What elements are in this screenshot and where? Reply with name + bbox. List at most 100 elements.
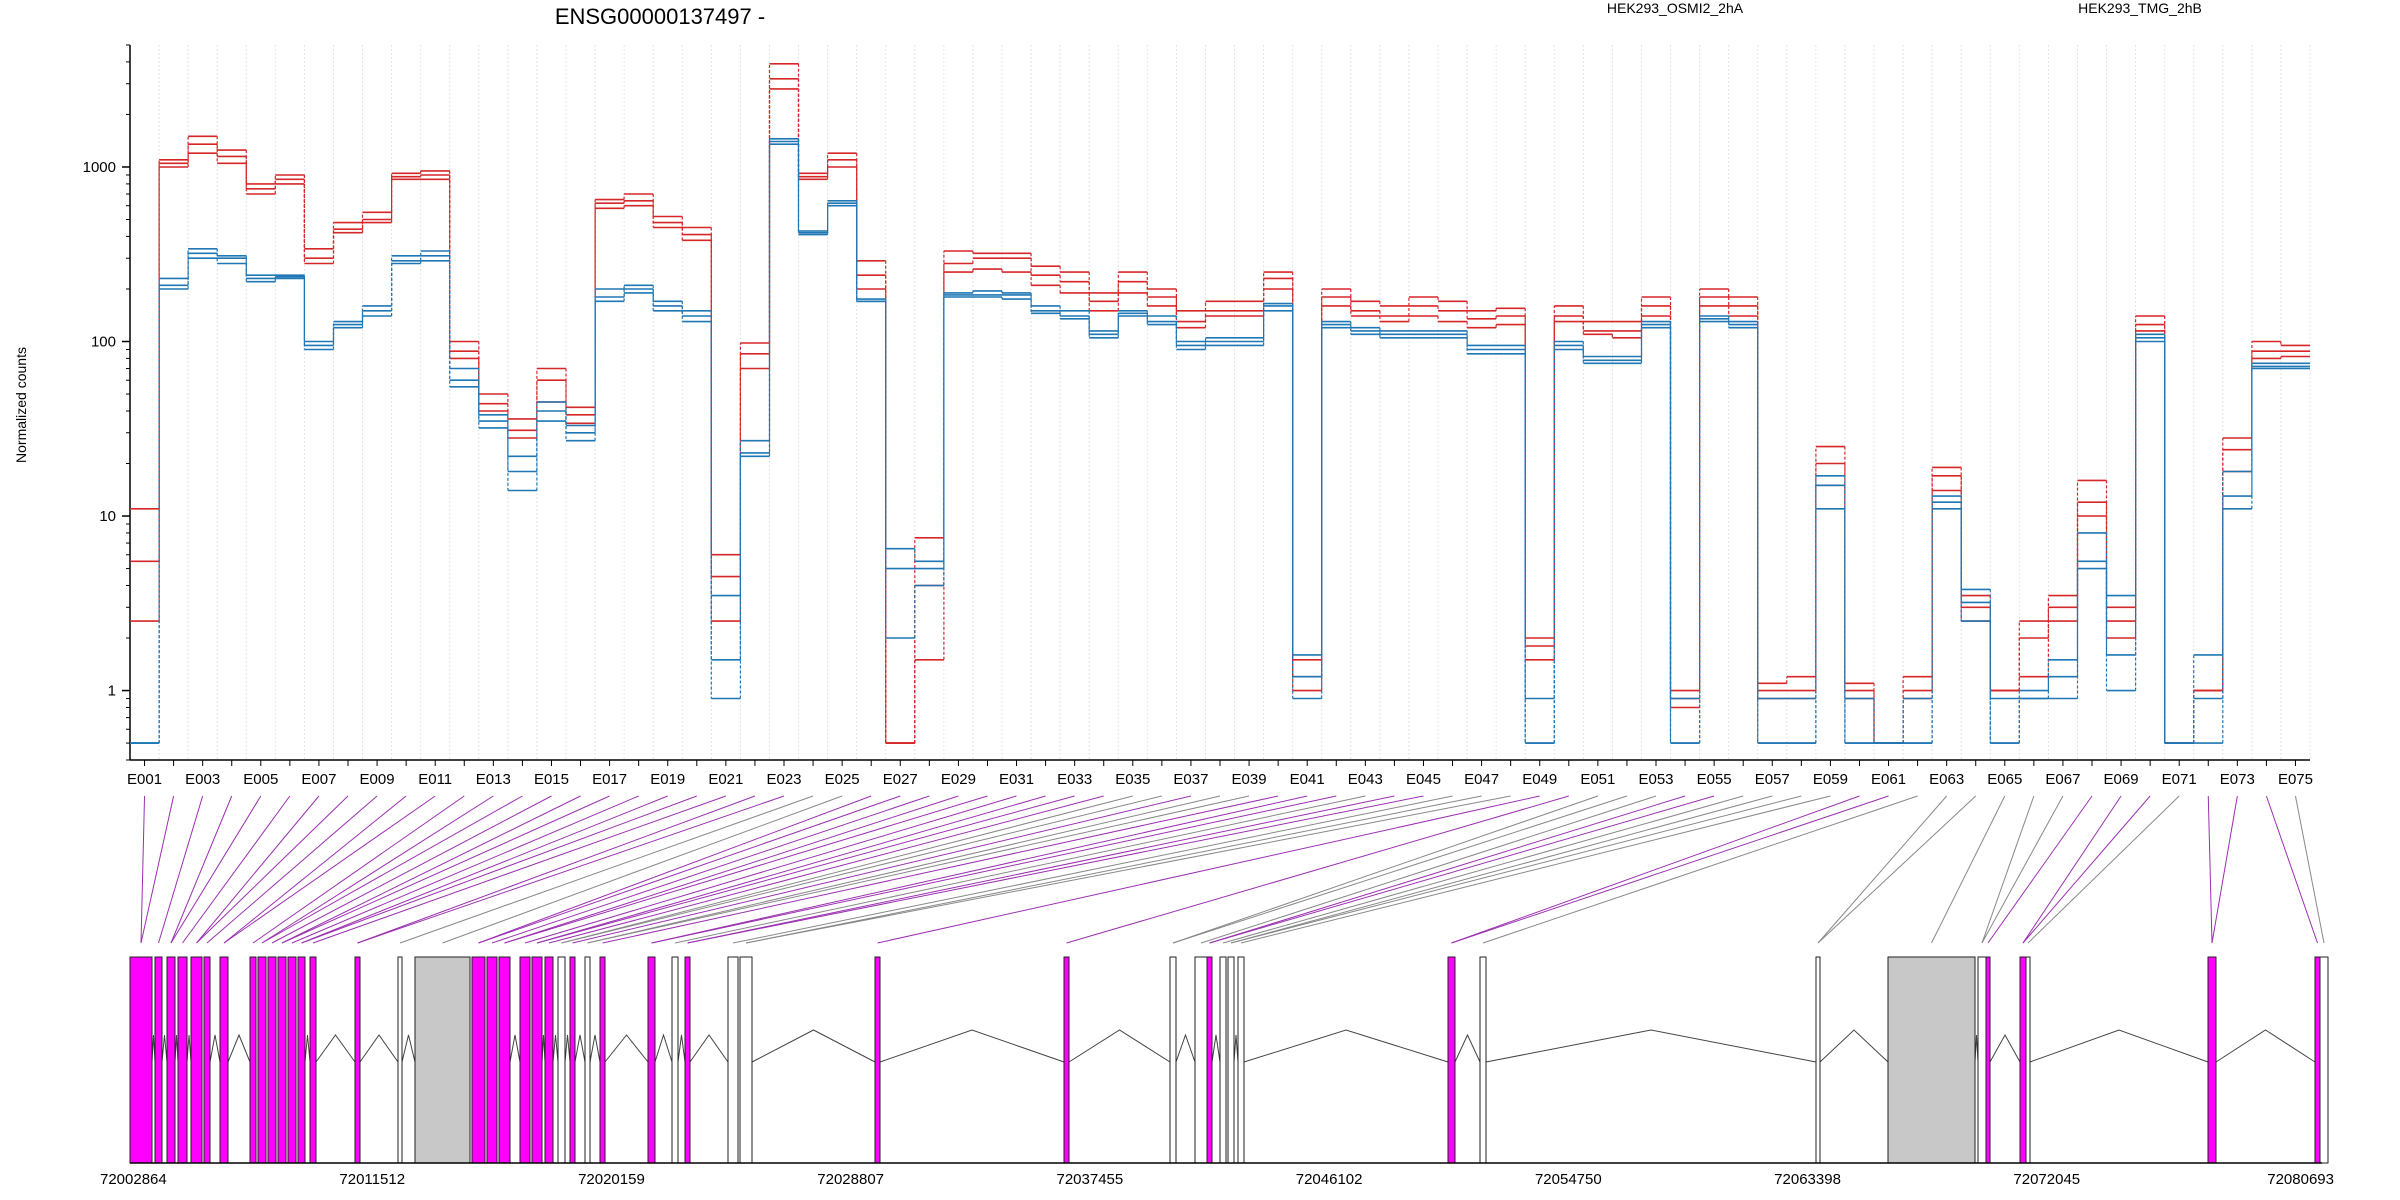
exon-block: [671, 956, 679, 1164]
exon-connector: [271, 795, 552, 944]
exon-connector: [357, 795, 756, 944]
x-axis: E001 E003 E005 E007 E009 E011 E013 E015 E017 E019…: [127, 759, 2313, 788]
exon-block: [287, 956, 297, 1164]
exon-connector: [1209, 795, 1686, 944]
exon-connector: [196, 795, 320, 944]
genomic-tick-label: 72002864: [100, 1171, 167, 1188]
intron-line: [589, 1034, 601, 1063]
x-tick-label: E059: [1813, 771, 1848, 788]
exon-block: [297, 956, 306, 1164]
x-tick-label: E069: [2104, 771, 2139, 788]
exon-block: [584, 956, 591, 1164]
exon-connector: [158, 795, 204, 944]
exon-connector: [170, 795, 262, 944]
y-tick-label: 100: [91, 334, 116, 351]
exon-block: [2207, 956, 2217, 1164]
intron-line: [509, 1034, 521, 1063]
exon-connector: [2022, 795, 2122, 944]
x-tick-label: E055: [1697, 771, 1732, 788]
exon-connector: [1066, 795, 1569, 944]
series-transition: [158, 63, 2282, 744]
series-line: [130, 78, 2310, 744]
intron-line: [604, 1034, 649, 1063]
exon-connector: [548, 795, 1104, 944]
intron-line: [677, 1034, 686, 1063]
exon-connector: [206, 795, 378, 944]
exon-block: [1169, 956, 1177, 1164]
genomic-tick-label: 72011512: [339, 1171, 405, 1188]
genomic-tick-label: 72054750: [1535, 1171, 1602, 1188]
exon-connector: [651, 795, 1308, 944]
exon-block: [129, 956, 153, 1164]
exon-connector: [1172, 795, 1599, 944]
x-tick-label: E057: [1755, 771, 1790, 788]
exon-block: [2314, 956, 2321, 1164]
intron-line: [1454, 1033, 1481, 1063]
x-tick-label: E027: [883, 771, 918, 788]
x-tick-label: E031: [999, 771, 1034, 788]
x-tick-label: E043: [1348, 771, 1383, 788]
intron-line: [1819, 1029, 1889, 1063]
exon-block: [1887, 956, 1976, 1164]
series-line: [130, 143, 2310, 744]
x-tick-label: E009: [360, 771, 395, 788]
y-axis: 1 10 100 1000: [83, 44, 131, 761]
exon-connector: [1200, 795, 1657, 944]
x-tick-label: E023: [766, 771, 801, 788]
exon-block: [267, 956, 277, 1164]
exon-connector: [651, 795, 1337, 944]
exon-block: [647, 956, 656, 1164]
chart-title: ENSG00000137497 -: [555, 4, 765, 29]
exon-connector: [602, 795, 1279, 944]
exon-block: [486, 956, 498, 1164]
series-line: [130, 63, 2310, 744]
series-transition: [158, 88, 2282, 744]
exon-block: [471, 956, 486, 1164]
exon-block: [519, 956, 531, 1164]
exon-connector: [2022, 795, 2151, 944]
genomic-coordinate-axis: 72002864 72011512 72020159 72028807 72037455…: [100, 1162, 2334, 1188]
x-tick-label: E039: [1232, 771, 1267, 788]
exon-block: [557, 956, 566, 1164]
exon-block: [1447, 956, 1456, 1164]
exon-block: [739, 956, 753, 1164]
exon-connector: [140, 795, 175, 944]
exon-connector: [561, 795, 1133, 944]
intron-line: [1068, 1029, 1171, 1063]
exon-connector: [2207, 795, 2213, 944]
exon-connector: [2294, 795, 2325, 944]
exon-block: [154, 956, 163, 1164]
exon-block: [1977, 956, 1987, 1164]
y-tick-label: 1000: [83, 159, 116, 176]
exon-block: [203, 956, 211, 1164]
legend-label-osmi2[interactable]: HEK293_OSMI2_2hA: [1607, 0, 1744, 16]
exon-connector: [261, 795, 523, 944]
x-tick-label: E013: [476, 771, 511, 788]
exon-block: [569, 956, 576, 1164]
exon-connector: [1230, 795, 1773, 944]
x-tick-label: E035: [1115, 771, 1150, 788]
x-tick-label: E047: [1464, 771, 1499, 788]
legend-label-tmg[interactable]: HEK293_TMG_2hB: [2078, 0, 2202, 16]
x-tick-label: E049: [1522, 771, 1557, 788]
exon-connector: [1987, 795, 2093, 944]
series-lines: [130, 63, 2310, 744]
intron-line: [1175, 1033, 1196, 1063]
exon-connector: [301, 795, 697, 944]
exon-connector: [1482, 795, 1918, 944]
x-tick-label: E005: [243, 771, 278, 788]
intron-line: [1989, 1033, 2021, 1063]
intron-line: [1485, 1029, 1817, 1063]
exon-connector: [196, 795, 349, 944]
intron-line: [689, 1034, 729, 1063]
exon-connector: [1981, 795, 2035, 944]
exon-connector: [281, 795, 610, 944]
exon-connector: [561, 795, 1162, 944]
exon-block: [2025, 956, 2031, 1164]
x-tick-label: E033: [1057, 771, 1092, 788]
exon-connector: [182, 795, 291, 944]
exon-connector: [1451, 795, 1860, 944]
intron-line: [564, 1034, 571, 1063]
exon-block: [190, 956, 203, 1164]
exon-connector: [674, 795, 1366, 944]
